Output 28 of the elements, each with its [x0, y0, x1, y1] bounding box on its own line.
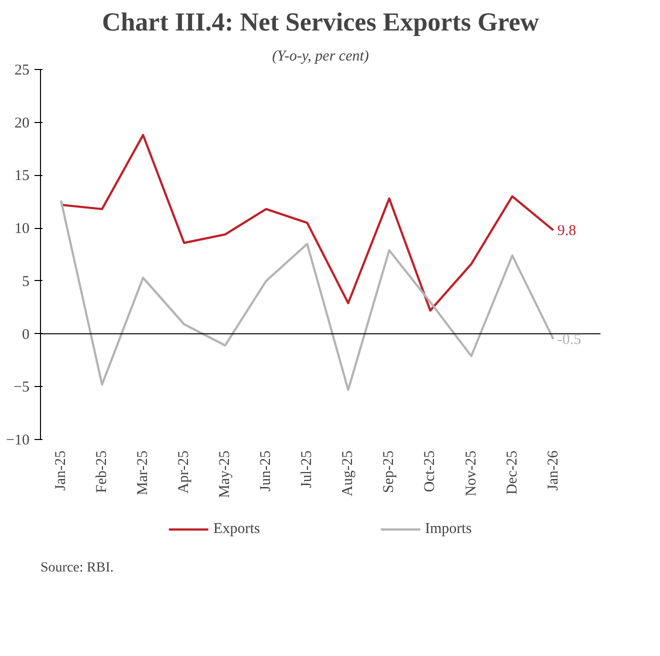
y-tick-label: 5 — [22, 274, 30, 290]
x-tick-label: Jul-25 — [299, 450, 316, 488]
legend-label: Exports — [213, 520, 260, 538]
y-tick-label: 20 — [14, 115, 30, 132]
y-tick-label: 25 — [14, 62, 30, 78]
x-tick-label: Apr-25 — [176, 450, 192, 494]
x-tick-label: Mar-25 — [135, 450, 152, 496]
x-tick-label: Aug-25 — [340, 450, 356, 496]
y-tick-label: 15 — [14, 168, 30, 184]
x-tick-label: Oct-25 — [422, 450, 438, 492]
y-tick-label: 10 — [14, 221, 30, 238]
x-tick-label: Jun-25 — [258, 450, 274, 492]
x-tick-label: Feb-25 — [94, 450, 110, 493]
chart-title: Chart III.4: Net Services Exports Grew — [102, 8, 540, 36]
y-tick-label: −5 — [14, 380, 30, 396]
x-tick-label: Nov-25 — [463, 450, 480, 496]
data-label: 9.8 — [557, 223, 576, 240]
x-tick-label: Dec-25 — [504, 450, 520, 495]
x-tick-label: Sep-25 — [381, 450, 398, 493]
x-tick-label: May-25 — [217, 450, 234, 498]
x-tick-label: Jan-26 — [545, 450, 562, 490]
chart-subtitle: (Y-o-y, per cent) — [272, 48, 369, 64]
legend-label: Imports — [425, 520, 472, 538]
source-note: Source: RBI. — [40, 560, 114, 576]
data-label: -0.5 — [557, 332, 582, 348]
x-tick-label: Jan-25 — [53, 450, 70, 490]
y-tick-label: −10 — [6, 432, 30, 448]
y-tick-label: 0 — [22, 326, 30, 343]
